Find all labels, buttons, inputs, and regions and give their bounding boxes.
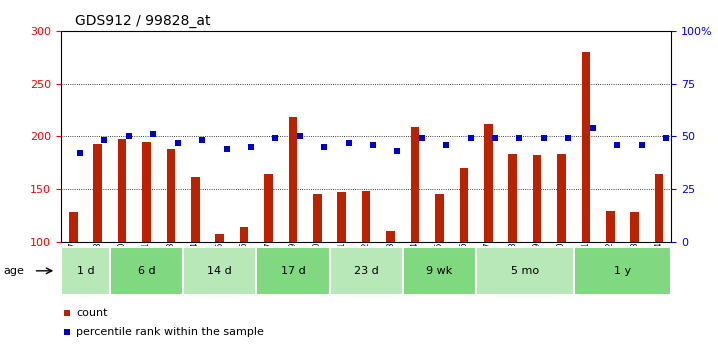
Bar [167,149,175,241]
Bar [606,211,615,241]
Text: GSM34330: GSM34330 [557,241,566,287]
Bar [574,247,671,295]
Bar [93,144,102,241]
Bar [411,127,419,242]
Text: GSM34311: GSM34311 [142,241,151,287]
Text: GSM34319: GSM34319 [289,241,297,287]
Text: GSM34326: GSM34326 [460,241,468,287]
Text: age: age [4,266,24,276]
Text: GSM34323: GSM34323 [386,241,395,287]
Text: GSM34320: GSM34320 [313,241,322,287]
Bar [362,191,370,242]
Bar [630,212,639,241]
Text: GSM34327: GSM34327 [484,241,493,287]
Bar [484,124,493,242]
Bar [215,234,224,242]
Bar [330,247,403,295]
Bar [256,247,330,295]
Text: GSM34316: GSM34316 [240,241,248,287]
Text: GSM34329: GSM34329 [533,241,541,287]
Text: GSM34315: GSM34315 [215,241,224,287]
Text: 14 d: 14 d [208,266,232,276]
Text: GSM34325: GSM34325 [435,241,444,287]
Bar [582,52,590,241]
Bar [508,154,517,242]
Text: GSM34310: GSM34310 [118,241,126,287]
Text: GSM34314: GSM34314 [191,241,200,287]
Text: GSM34313: GSM34313 [167,241,175,287]
Text: GSM34307: GSM34307 [69,241,78,287]
Text: 17 d: 17 d [281,266,305,276]
Text: 6 d: 6 d [138,266,155,276]
Bar [289,117,297,242]
Text: GSM34331: GSM34331 [582,241,590,287]
Text: GSM34322: GSM34322 [362,241,370,287]
Bar [655,174,663,241]
Bar [557,154,566,242]
Bar [403,247,476,295]
Text: GSM34334: GSM34334 [655,241,663,287]
Text: GSM34308: GSM34308 [93,241,102,287]
Bar [191,177,200,242]
Bar [118,139,126,241]
Bar [435,194,444,242]
Bar [476,247,574,295]
Text: GSM34333: GSM34333 [630,241,639,287]
Bar [183,247,256,295]
Text: 1 d: 1 d [77,266,94,276]
Text: 9 wk: 9 wk [426,266,452,276]
Text: GSM34317: GSM34317 [264,241,273,287]
Text: 5 mo: 5 mo [510,266,539,276]
Bar [533,155,541,242]
Text: GSM34321: GSM34321 [337,241,346,287]
Text: GSM34324: GSM34324 [411,241,419,287]
Text: 1 y: 1 y [614,266,631,276]
Bar [69,212,78,241]
Text: 23 d: 23 d [354,266,378,276]
Text: percentile rank within the sample: percentile rank within the sample [76,327,264,337]
Bar [386,231,395,241]
Text: GDS912 / 99828_at: GDS912 / 99828_at [75,13,211,28]
Bar [240,227,248,242]
Bar [337,192,346,242]
Text: GSM34332: GSM34332 [606,241,615,287]
Text: count: count [76,308,108,318]
Bar [110,247,183,295]
Text: GSM34328: GSM34328 [508,241,517,287]
Bar [313,194,322,242]
Bar [460,168,468,241]
Bar [61,247,110,295]
Bar [264,174,273,241]
Bar [142,141,151,242]
